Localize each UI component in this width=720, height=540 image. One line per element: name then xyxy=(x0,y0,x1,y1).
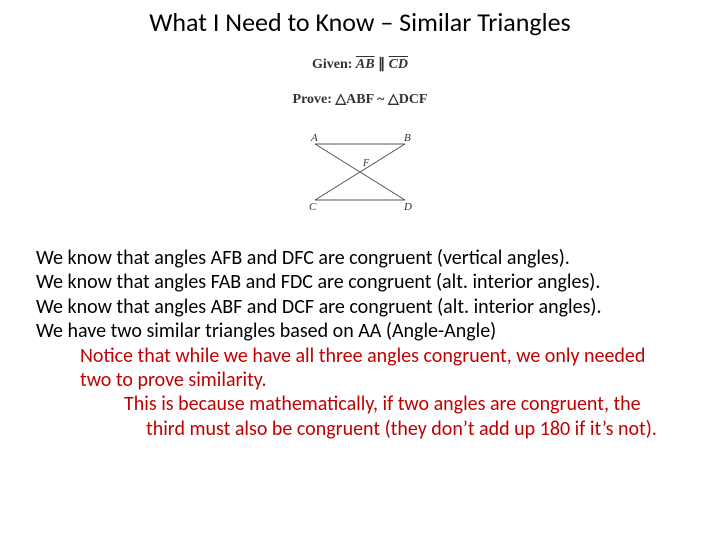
triangle-dcf: △DCF xyxy=(388,92,428,107)
segment-ab: AB xyxy=(356,57,375,72)
page-title: What I Need to Know – Similar Triangles xyxy=(0,6,720,38)
line-5b: two to prove similarity. xyxy=(36,368,696,392)
segment-cd: CD xyxy=(389,57,408,72)
vertex-d-label: D xyxy=(403,201,412,213)
line-5a: Notice that while we have all three angl… xyxy=(36,344,696,368)
prove-label: Prove: xyxy=(293,92,332,107)
vertex-b-label: B xyxy=(404,132,411,144)
line-6a: This is because mathematically, if two a… xyxy=(36,392,696,416)
given-line: Given: AB ∥ CD xyxy=(0,56,720,73)
triangle-abf: △ABF xyxy=(335,92,373,107)
triangle-diagram: A B C D F xyxy=(293,130,427,218)
parallel-symbol: ∥ xyxy=(378,57,385,72)
line-4: We have two similar triangles based on A… xyxy=(36,319,696,343)
line-6b: third must also be congruent (they don’t… xyxy=(36,417,696,441)
vertex-a-label: A xyxy=(310,132,318,144)
explanation-body: We know that angles AFB and DFC are cong… xyxy=(36,246,696,441)
similar-symbol: ~ xyxy=(377,92,384,107)
problem-statement: Given: AB ∥ CD Prove: △ABF ~ △DCF xyxy=(0,56,720,108)
vertex-c-label: C xyxy=(309,201,317,213)
line-3: We know that angles ABF and DCF are cong… xyxy=(36,295,696,319)
line-2: We know that angles FAB and FDC are cong… xyxy=(36,270,696,294)
slide: What I Need to Know – Similar Triangles … xyxy=(0,0,720,540)
line-1: We know that angles AFB and DFC are cong… xyxy=(36,246,696,270)
given-label: Given: xyxy=(312,57,352,72)
vertex-f-label: F xyxy=(362,158,370,169)
prove-line: Prove: △ABF ~ △DCF xyxy=(0,91,720,108)
